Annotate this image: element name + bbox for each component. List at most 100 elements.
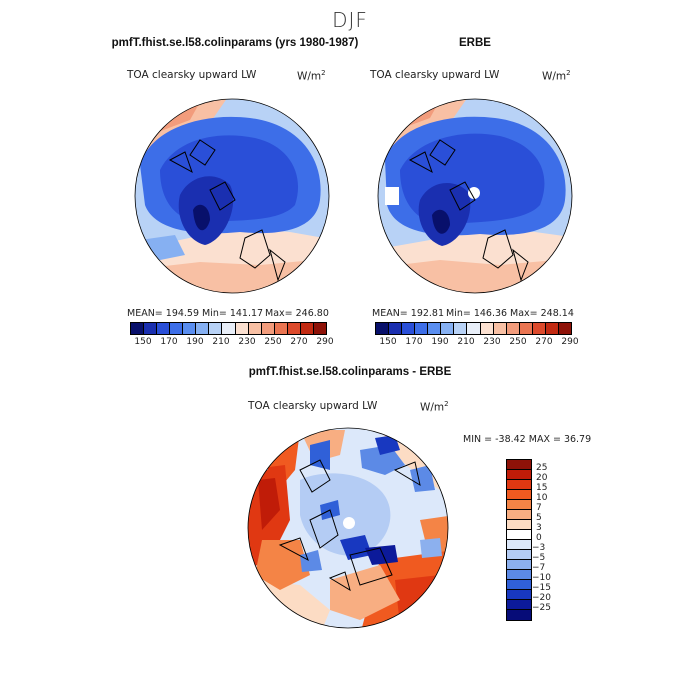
colorbar-tick: 230 bbox=[238, 337, 256, 347]
colorbar-tick: 7 bbox=[536, 503, 542, 513]
colorbar-tick: −3 bbox=[532, 543, 546, 553]
colorbar-swatch bbox=[507, 540, 531, 550]
colorbar-tick: 210 bbox=[457, 337, 475, 347]
colorbar-swatch bbox=[507, 570, 531, 580]
model-units: W/m2 bbox=[297, 69, 326, 83]
colorbar-tick: −7 bbox=[532, 563, 546, 573]
colorbar-swatch bbox=[507, 490, 531, 500]
colorbar-swatch bbox=[157, 323, 171, 334]
colorbar-swatch bbox=[196, 323, 210, 334]
colorbar-tick: 10 bbox=[536, 493, 548, 503]
obs-mean: MEAN= 192.81 bbox=[372, 308, 445, 319]
colorbar-tick: 3 bbox=[536, 523, 542, 533]
colorbar-swatch bbox=[170, 323, 184, 334]
colorbar-swatch bbox=[248, 323, 262, 334]
colorbar-tick: 210 bbox=[212, 337, 230, 347]
colorbar-swatch bbox=[467, 323, 481, 334]
colorbar-swatch bbox=[274, 323, 288, 334]
obs-max: Max= 248.14 bbox=[510, 308, 574, 319]
colorbar-tick: 150 bbox=[134, 337, 152, 347]
colorbar-swatch bbox=[507, 520, 531, 530]
model-field-label: TOA clearsky upward LW bbox=[127, 69, 257, 81]
colorbar-swatch bbox=[235, 323, 249, 334]
colorbar-tick: 5 bbox=[536, 513, 542, 523]
obs-panel-title: ERBE bbox=[459, 37, 491, 49]
colorbar-swatch bbox=[507, 480, 531, 490]
model-min: Min= 141.17 bbox=[202, 308, 264, 319]
colorbar-tick: −25 bbox=[532, 603, 551, 613]
colorbar-swatch bbox=[376, 323, 390, 334]
model-panel-title: pmfT.fhist.se.l58.colinparams (yrs 1980-… bbox=[111, 37, 359, 49]
diff-field-label: TOA clearsky upward LW bbox=[248, 400, 378, 412]
colorbar-tick: 150 bbox=[379, 337, 397, 347]
colorbar-tick: 270 bbox=[535, 337, 553, 347]
colorbar-swatch bbox=[131, 323, 145, 334]
colorbar-swatch bbox=[300, 323, 314, 334]
colorbar-swatch bbox=[507, 550, 531, 560]
colorbar-swatch bbox=[415, 323, 429, 334]
colorbar-tick: 170 bbox=[160, 337, 178, 347]
colorbar-swatch bbox=[441, 323, 455, 334]
colorbar-tick: 290 bbox=[316, 337, 334, 347]
colorbar-tick: 230 bbox=[483, 337, 501, 347]
colorbar-swatch bbox=[507, 530, 531, 540]
colorbar-tick: −15 bbox=[532, 583, 551, 593]
colorbar-swatch bbox=[507, 560, 531, 570]
colorbar-swatch bbox=[519, 323, 533, 334]
diff-panel-title: pmfT.fhist.se.l58.colinparams - ERBE bbox=[248, 366, 452, 378]
colorbar-swatch bbox=[454, 323, 468, 334]
colorbar-tick: −5 bbox=[532, 553, 546, 563]
colorbar-swatch bbox=[261, 323, 275, 334]
colorbar-swatch bbox=[507, 510, 531, 520]
model-max: Max= 246.80 bbox=[265, 308, 329, 319]
model-colorbar-ticks: 150 170 190 210 230 250 270 290 bbox=[130, 337, 333, 349]
colorbar-swatch bbox=[507, 500, 531, 510]
colorbar-tick: −10 bbox=[532, 573, 551, 583]
model-colorbar bbox=[130, 322, 327, 335]
colorbar-swatch bbox=[493, 323, 507, 334]
colorbar-swatch bbox=[506, 323, 520, 334]
colorbar-swatch bbox=[209, 323, 223, 334]
obs-colorbar bbox=[375, 322, 572, 335]
colorbar-swatch bbox=[558, 323, 571, 334]
colorbar-swatch bbox=[545, 323, 559, 334]
diff-colorbar bbox=[506, 459, 532, 621]
colorbar-swatch bbox=[507, 470, 531, 480]
diff-minmax: MIN = -38.42 MAX = 36.79 bbox=[463, 434, 592, 445]
diff-units: W/m2 bbox=[420, 400, 449, 414]
colorbar-tick: −20 bbox=[532, 593, 551, 603]
colorbar-swatch bbox=[287, 323, 301, 334]
colorbar-swatch bbox=[507, 460, 531, 470]
colorbar-tick: 290 bbox=[561, 337, 579, 347]
model-mean: MEAN= 194.59 bbox=[127, 308, 200, 319]
colorbar-tick: 190 bbox=[186, 337, 204, 347]
colorbar-tick: 15 bbox=[536, 483, 548, 493]
colorbar-swatch bbox=[402, 323, 416, 334]
colorbar-swatch bbox=[313, 323, 326, 334]
colorbar-swatch bbox=[183, 323, 197, 334]
colorbar-tick: 250 bbox=[509, 337, 527, 347]
colorbar-tick: 270 bbox=[290, 337, 308, 347]
colorbar-swatch bbox=[507, 590, 531, 600]
colorbar-swatch bbox=[222, 323, 236, 334]
colorbar-swatch bbox=[532, 323, 546, 334]
colorbar-swatch bbox=[428, 323, 442, 334]
obs-min: Min= 146.36 bbox=[446, 308, 508, 319]
obs-colorbar-ticks: 150 170 190 210 230 250 270 290 bbox=[375, 337, 578, 349]
colorbar-swatch bbox=[507, 580, 531, 590]
colorbar-swatch bbox=[480, 323, 494, 334]
colorbar-swatch bbox=[507, 600, 531, 610]
season-title: DJF bbox=[332, 8, 368, 32]
colorbar-tick: 25 bbox=[536, 463, 548, 473]
colorbar-tick: 190 bbox=[431, 337, 449, 347]
colorbar-tick: 250 bbox=[264, 337, 282, 347]
obs-units: W/m2 bbox=[542, 69, 571, 83]
colorbar-tick: 170 bbox=[405, 337, 423, 347]
colorbar-swatch bbox=[389, 323, 403, 334]
obs-field-label: TOA clearsky upward LW bbox=[370, 69, 500, 81]
colorbar-tick: 0 bbox=[536, 533, 542, 543]
colorbar-swatch bbox=[507, 610, 531, 620]
